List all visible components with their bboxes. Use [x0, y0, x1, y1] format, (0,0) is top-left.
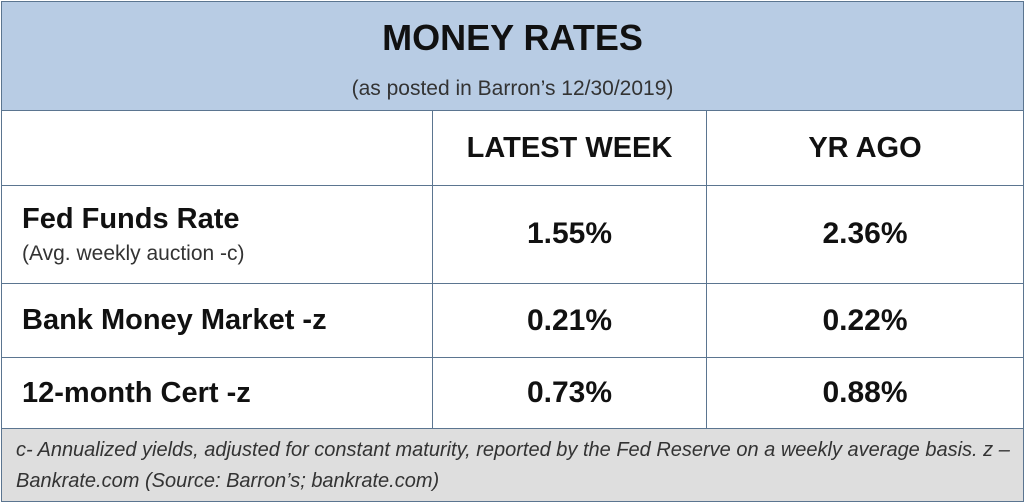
row-label: Fed Funds Rate [22, 202, 240, 235]
value-cell: 0.22% [706, 283, 1024, 359]
title: MONEY RATES [382, 17, 643, 59]
column-header: YR AGO [706, 110, 1024, 186]
row-label-cell: Fed Funds Rate (Avg. weekly auction -c) [1, 184, 433, 285]
value-cell: 1.55% [432, 184, 707, 285]
value-cell: 0.88% [706, 357, 1024, 429]
column-header: LATEST WEEK [432, 110, 707, 186]
row-label: 12-month Cert -z [1, 357, 433, 429]
header-cell: MONEY RATES (as posted in Barron’s 12/30… [1, 0, 1024, 112]
footnote: c- Annualized yields, adjusted for const… [1, 427, 1024, 503]
value-cell: 0.21% [432, 283, 707, 359]
value-cell: 2.36% [706, 184, 1024, 285]
value-cell: 0.73% [432, 357, 707, 429]
row-label: Bank Money Market -z [1, 283, 433, 359]
subtitle: (as posted in Barron’s 12/30/2019) [351, 77, 674, 101]
empty-header [1, 110, 433, 186]
row-sublabel: (Avg. weekly auction -c) [22, 241, 245, 265]
